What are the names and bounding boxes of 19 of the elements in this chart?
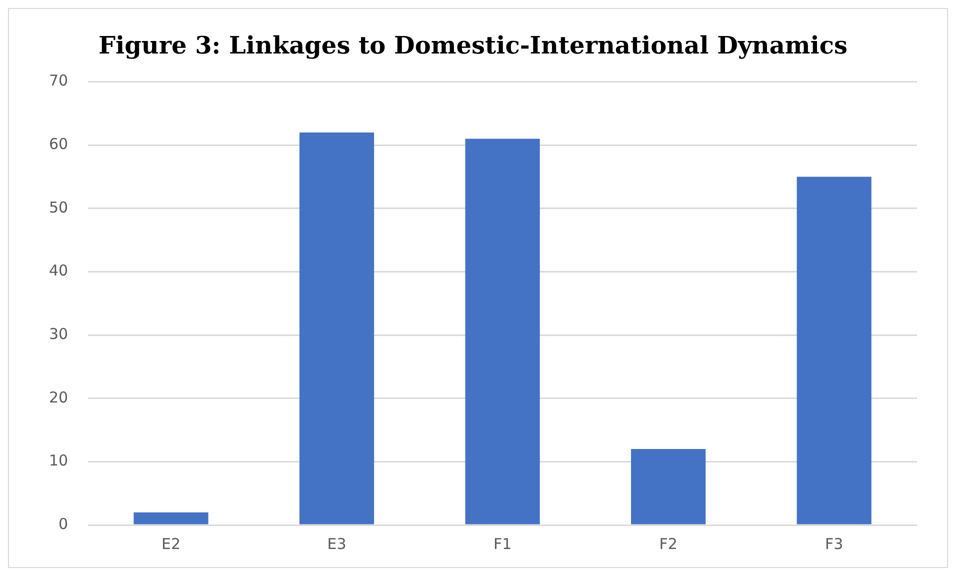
x-tick-label: E2 <box>161 534 180 553</box>
bar <box>465 138 540 524</box>
y-tick-label: 10 <box>48 452 68 470</box>
bar <box>299 132 374 524</box>
x-tick-label: F1 <box>493 534 512 553</box>
y-tick-label: 20 <box>48 388 68 406</box>
x-tick-label: F3 <box>825 534 844 553</box>
y-tick-label: 40 <box>48 262 68 280</box>
bar <box>134 512 208 524</box>
x-tick-label: E3 <box>327 534 346 553</box>
bar <box>796 176 872 524</box>
y-tick-label: 50 <box>48 198 68 216</box>
chart-title: Figure 3: Linkages to Domestic-International Dynamics <box>98 30 848 60</box>
bar <box>631 449 706 524</box>
y-tick-label: 60 <box>48 135 68 154</box>
y-tick-label: 70 <box>48 72 68 90</box>
y-tick-label: 0 <box>58 514 68 533</box>
x-tick-label: F2 <box>659 534 678 553</box>
y-tick-label: 30 <box>48 324 68 343</box>
